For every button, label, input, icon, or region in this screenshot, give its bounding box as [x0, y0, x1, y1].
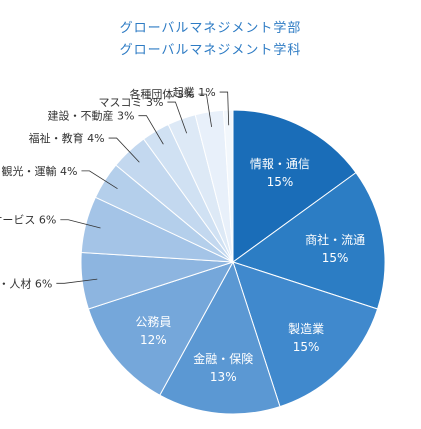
slice-label-13: 起業 1%: [173, 86, 216, 99]
chart-title-line-2: グローバルマネジメント学科: [119, 43, 302, 58]
pie-slice-3: [232, 261, 379, 408]
slice-label-12: 各種団体 3%: [129, 87, 194, 101]
leader-line-7: [60, 219, 101, 229]
slice-label-1: 情報・通信: [250, 157, 310, 171]
slice-label-11: マスコミ 3%: [98, 96, 163, 109]
leader-line-9: [108, 137, 140, 163]
pie-slice-1: [232, 109, 357, 263]
leader-line-6: [56, 278, 98, 284]
leader-line-10: [138, 115, 164, 145]
leader-line-8: [81, 170, 118, 190]
slice-value-4: 13%: [210, 370, 237, 384]
leader-line-12: [198, 93, 212, 127]
leader-line-13: [219, 91, 230, 126]
slice-value-3: 15%: [293, 340, 320, 354]
pie-slice-4: [159, 260, 281, 415]
slice-value-5: 12%: [140, 333, 167, 347]
chart-title-line-1: グローバルマネジメント学部: [119, 21, 302, 36]
slice-label-3: 製造業: [288, 322, 324, 336]
pie-slice-5: [87, 261, 235, 396]
slice-label-10: 建設・不動産 3%: [48, 109, 135, 123]
slice-label-6: コンサル・人材 6%: [0, 276, 52, 290]
slice-label-8: 観光・運輸 4%: [2, 164, 78, 178]
slice-label-7: サービス 6%: [0, 214, 56, 227]
leader-line-11: [167, 101, 188, 134]
slice-label-4: 金融・保険: [193, 351, 253, 366]
slice-label-5: 公務員: [135, 315, 171, 329]
slice-value-1: 15%: [267, 175, 294, 189]
pie-slice-2: [231, 171, 386, 310]
slice-value-2: 15%: [322, 251, 349, 265]
slice-label-2: 商社・流通: [305, 232, 365, 247]
slice-label-9: 福祉・教育 4%: [29, 131, 105, 145]
